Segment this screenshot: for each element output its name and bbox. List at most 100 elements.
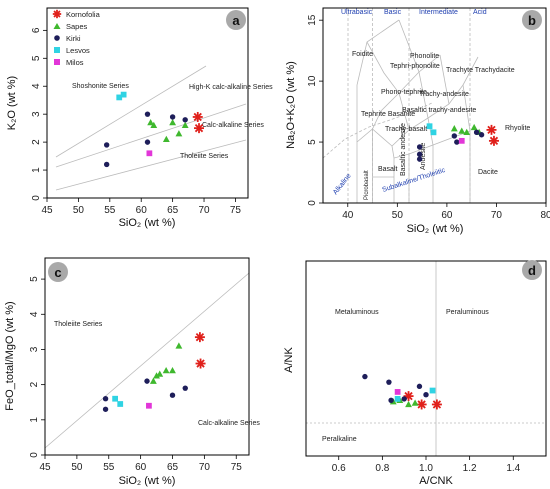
field-label-basic: Basic [384, 9, 402, 16]
x-tick-label: 55 [104, 205, 116, 216]
data-point-milos [146, 150, 153, 157]
x-tick-label: 70 [198, 205, 210, 216]
data-point-kirki [144, 378, 150, 384]
panel-c-xlabel: SiO₂ (wt %) [119, 475, 176, 487]
y-tick-label: 3 [31, 111, 42, 117]
data-point-kirki [386, 379, 392, 385]
panel-b-frame [322, 7, 547, 204]
y-tick-label: 2 [29, 381, 40, 387]
y-tick-label: 2 [31, 139, 42, 145]
data-point-lesvos [112, 395, 119, 402]
data-point-lesvos [120, 91, 127, 98]
panel-c: Tholeiite Series Calc-alkaline Series 45… [4, 257, 260, 487]
field-label-dacite: Dacite [478, 169, 498, 176]
x-tick-label: 50 [73, 205, 85, 216]
panel-a-points [103, 91, 205, 168]
panel-d-boundaries [306, 261, 546, 456]
y-tick-label: 4 [29, 311, 40, 317]
x-tick-label: 60 [441, 210, 453, 221]
data-point-lesvos [426, 123, 433, 130]
panel-a-letter: a [232, 13, 240, 28]
data-point-sapes [450, 125, 458, 132]
data-point-kornofolia [416, 399, 427, 410]
legend-star-icon [52, 9, 62, 19]
legend-square-icon [54, 59, 60, 65]
data-point-lesvos [116, 94, 123, 101]
data-point-kirki [103, 142, 110, 148]
data-point-sapes [411, 399, 419, 406]
data-point-kornofolia [194, 123, 205, 134]
y-tick-label: 10 [307, 75, 318, 87]
legend-item-lesvos: Lesvos [54, 46, 90, 55]
field-label-basaltic-andesite: Basaltic andesite [400, 123, 407, 176]
data-point-sapes [463, 128, 471, 136]
field-label-trachy-andesite: Trachy-andesite [419, 91, 469, 98]
panel-c-letter: c [54, 265, 61, 280]
data-point-lesvos [429, 387, 436, 394]
field-label-phono-tephrite: Phono-tephrite [381, 89, 427, 96]
series-label-peralkaline: Peralkaline [322, 436, 357, 443]
x-tick-label: 60 [135, 462, 147, 473]
data-point-sapes [162, 135, 170, 143]
panel-d-ticks: 0.6 0.8 1.0 1.2 1.4 [332, 456, 521, 474]
panel-b-ylabel: Na₂O+K₂O (wt %) [285, 61, 297, 149]
legend-item-milos: Milos [54, 58, 84, 67]
y-tick-label: 3 [29, 346, 40, 352]
x-tick-label: 0.8 [375, 463, 389, 474]
data-point-sapes [181, 121, 189, 129]
x-tick-label: 45 [41, 205, 53, 216]
panel-d-badge [522, 260, 542, 280]
panel-b-badge [522, 10, 542, 30]
panel-c-ylabel: FeO_total/MgO (wt %) [4, 301, 16, 410]
field-label-picrobasalt: Picrobasalt [364, 170, 370, 200]
x-tick-label: 50 [71, 462, 83, 473]
series-label-tholeiite-c: Tholeiite Series [54, 321, 103, 328]
data-point-kirki [102, 406, 109, 412]
panel-b-xlabel: SiO₂ (wt %) [407, 223, 464, 235]
data-point-kirki [169, 392, 176, 398]
panel-b: Ultrabasic Basic Intermediate Acid Alkal… [285, 7, 550, 235]
x-tick-label: 50 [392, 210, 404, 221]
x-tick-label: 65 [167, 462, 179, 473]
data-point-lesvos [430, 129, 437, 136]
data-point-milos [458, 137, 465, 144]
data-point-sapes [169, 366, 176, 374]
data-point-kirki [144, 111, 151, 117]
legend-label: Milos [66, 58, 84, 67]
x-tick-label: 45 [39, 462, 51, 473]
data-point-lesvos [117, 401, 124, 407]
data-point-sapes [150, 121, 158, 129]
data-point-milos [394, 389, 401, 395]
x-tick-label: 60 [136, 205, 148, 216]
x-tick-label: 1.4 [506, 463, 520, 474]
data-point-sapes [169, 118, 177, 126]
data-point-kirki [473, 129, 480, 136]
y-tick-label: 4 [31, 83, 42, 89]
series-label-metaluminous: Metaluminous [335, 309, 379, 316]
field-label-rhyolite: Rhyolite [505, 125, 530, 132]
panel-d-xlabel: A/CNK [419, 475, 453, 487]
data-point-kornofolia [431, 399, 442, 410]
series-label-tholeiite: Tholeiite Series [180, 153, 229, 160]
series-label-peraluminous: Peraluminous [446, 309, 489, 316]
x-tick-label: 40 [342, 210, 354, 221]
y-tick-label: 1 [29, 417, 40, 423]
data-point-kornofolia [195, 358, 206, 369]
field-label-basaltic-trachy-andesite: Basaltic trachy-andesite [402, 107, 476, 114]
data-point-kornofolia [194, 332, 205, 343]
data-point-sapes [156, 370, 164, 377]
series-label-calc-alkaline-c: Calc-alkaline Series [198, 420, 260, 427]
field-label-andesite: Andesite [420, 143, 427, 170]
data-point-kirki [182, 385, 188, 391]
data-point-kirki [362, 373, 368, 380]
data-point-kirki [416, 144, 423, 150]
panel-a-badge [226, 10, 246, 30]
legend-triangle-icon [53, 23, 61, 29]
panel-a-ylabel: K₂O (wt %) [6, 76, 18, 130]
y-tick-label: 1 [31, 167, 42, 173]
data-point-milos [146, 402, 152, 409]
y-tick-label: 0 [31, 195, 42, 201]
data-point-kirki [182, 117, 188, 123]
legend-label: Sapes [66, 22, 88, 31]
field-label-tephrite-basanite: Tephrite Basanite [361, 111, 415, 118]
